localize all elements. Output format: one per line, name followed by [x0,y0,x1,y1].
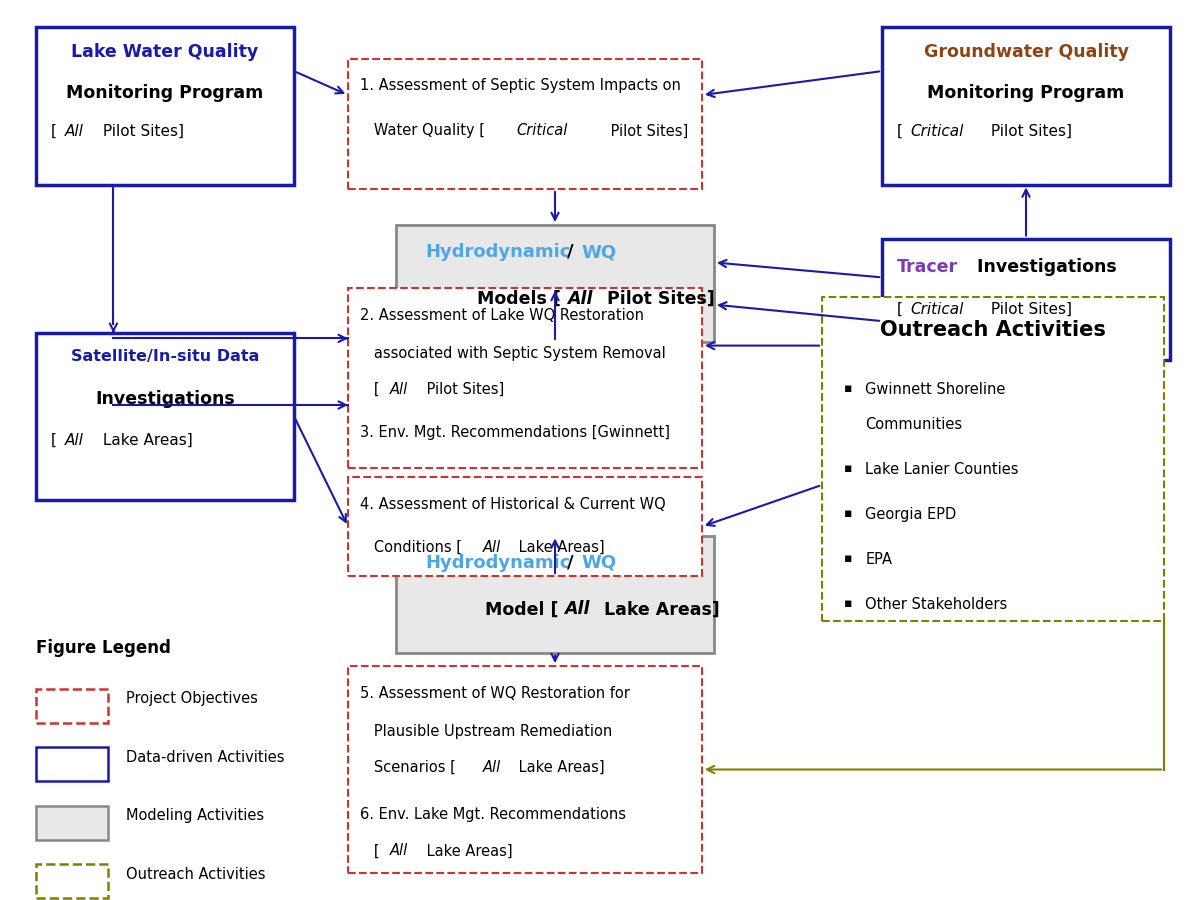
FancyBboxPatch shape [36,806,108,840]
Text: Outreach Activities: Outreach Activities [880,320,1106,339]
Text: ▪: ▪ [844,597,852,609]
Text: 6. Env. Lake Mgt. Recommendations: 6. Env. Lake Mgt. Recommendations [360,807,626,823]
FancyBboxPatch shape [348,666,702,873]
Text: Model [: Model [ [486,600,559,618]
Text: Lake Water Quality: Lake Water Quality [71,43,259,61]
Text: Gwinnett Shoreline: Gwinnett Shoreline [865,382,1006,398]
FancyBboxPatch shape [36,747,108,781]
Text: Water Quality [: Water Quality [ [360,123,485,139]
Text: Pilot Sites]: Pilot Sites] [98,124,185,140]
Text: Plausible Upstream Remediation: Plausible Upstream Remediation [360,724,612,739]
Text: Pilot Sites]: Pilot Sites] [986,302,1073,317]
Text: Communities: Communities [865,417,962,432]
Text: 1. Assessment of Septic System Impacts on: 1. Assessment of Septic System Impacts o… [360,78,680,94]
FancyBboxPatch shape [36,688,108,723]
Text: Lake Areas]: Lake Areas] [514,760,605,775]
Text: Lake Areas]: Lake Areas] [98,433,193,448]
Text: Pilot Sites]: Pilot Sites] [601,290,714,308]
Text: All: All [390,843,408,859]
Text: 2. Assessment of Lake WQ Restoration: 2. Assessment of Lake WQ Restoration [360,308,644,323]
Text: [: [ [896,302,902,317]
Text: [: [ [896,124,902,140]
FancyBboxPatch shape [348,58,702,189]
Text: Conditions [: Conditions [ [360,540,462,555]
Text: Critical: Critical [911,124,964,140]
Text: 5. Assessment of WQ Restoration for: 5. Assessment of WQ Restoration for [360,686,630,701]
Text: WQ: WQ [582,243,617,261]
FancyBboxPatch shape [36,27,294,184]
Text: associated with Septic System Removal: associated with Septic System Removal [360,346,666,361]
Text: Data-driven Activities: Data-driven Activities [126,750,284,765]
Text: /: / [568,554,574,572]
Text: WQ: WQ [582,554,617,572]
Text: EPA: EPA [865,552,893,567]
FancyBboxPatch shape [348,477,702,576]
FancyBboxPatch shape [348,288,702,468]
Text: All: All [568,290,593,308]
Text: [: [ [360,382,379,397]
FancyBboxPatch shape [822,297,1164,621]
FancyBboxPatch shape [36,333,294,500]
Text: Pilot Sites]: Pilot Sites] [606,123,689,139]
Text: Critical: Critical [516,123,568,139]
Text: All: All [65,124,84,140]
Text: Project Objectives: Project Objectives [126,691,258,707]
Text: [: [ [360,843,379,859]
Text: Monitoring Program: Monitoring Program [928,84,1124,102]
Text: All: All [482,540,500,555]
Text: Lake Areas]: Lake Areas] [514,540,605,555]
FancyBboxPatch shape [882,238,1170,360]
Text: Investigations: Investigations [95,390,235,408]
Text: 4. Assessment of Historical & Current WQ: 4. Assessment of Historical & Current WQ [360,497,666,512]
Text: ▪: ▪ [844,462,852,474]
Text: Groundwater Quality: Groundwater Quality [924,43,1128,61]
Text: Monitoring Program: Monitoring Program [66,84,264,102]
Text: All: All [390,382,408,397]
Text: Figure Legend: Figure Legend [36,639,170,657]
Text: Satellite/In-situ Data: Satellite/In-situ Data [71,349,259,364]
Text: All: All [482,760,500,775]
Text: Georgia EPD: Georgia EPD [865,507,956,522]
Text: Scenarios [: Scenarios [ [360,760,456,775]
FancyBboxPatch shape [882,27,1170,184]
Text: [: [ [50,433,56,448]
Text: Tracer: Tracer [896,258,958,276]
Text: ▪: ▪ [844,552,852,564]
Text: All: All [565,600,590,618]
Text: Lake Areas]: Lake Areas] [599,600,720,618]
Text: ▪: ▪ [844,382,852,395]
Text: Hydrodynamic: Hydrodynamic [426,554,571,572]
Text: Investigations: Investigations [971,258,1116,276]
Text: Lake Areas]: Lake Areas] [422,843,514,859]
Text: Other Stakeholders: Other Stakeholders [865,597,1008,612]
Text: Hydrodynamic: Hydrodynamic [426,243,571,261]
Text: Pilot Sites]: Pilot Sites] [986,124,1073,140]
Text: Models [: Models [ [478,290,560,308]
FancyBboxPatch shape [36,864,108,898]
Text: Pilot Sites]: Pilot Sites] [422,382,505,397]
Text: /: / [568,243,574,261]
Text: ▪: ▪ [844,507,852,519]
Text: All: All [65,433,84,448]
Text: 3. Env. Mgt. Recommendations [Gwinnett]: 3. Env. Mgt. Recommendations [Gwinnett] [360,425,670,440]
Text: Critical: Critical [911,302,964,317]
Text: Lake Lanier Counties: Lake Lanier Counties [865,462,1019,477]
FancyBboxPatch shape [396,536,714,652]
Text: Modeling Activities: Modeling Activities [126,808,264,824]
FancyBboxPatch shape [396,225,714,342]
Text: Outreach Activities: Outreach Activities [126,867,265,882]
Text: [: [ [50,124,56,140]
